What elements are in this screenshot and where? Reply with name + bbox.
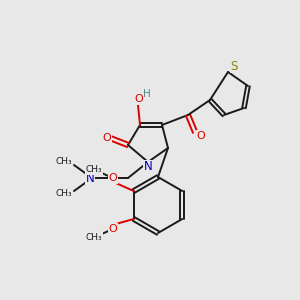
Text: CH₃: CH₃ [56, 158, 72, 166]
Text: O: O [196, 131, 206, 141]
Text: O: O [108, 173, 117, 183]
Text: S: S [230, 59, 238, 73]
Text: CH₃: CH₃ [56, 190, 72, 199]
Text: H: H [143, 89, 151, 99]
Text: CH₃: CH₃ [85, 166, 102, 175]
Text: CH₃: CH₃ [85, 232, 102, 242]
Text: O: O [103, 133, 111, 143]
Text: N: N [85, 172, 94, 184]
Text: N: N [144, 160, 152, 173]
Text: O: O [135, 94, 143, 104]
Text: O: O [108, 224, 117, 234]
